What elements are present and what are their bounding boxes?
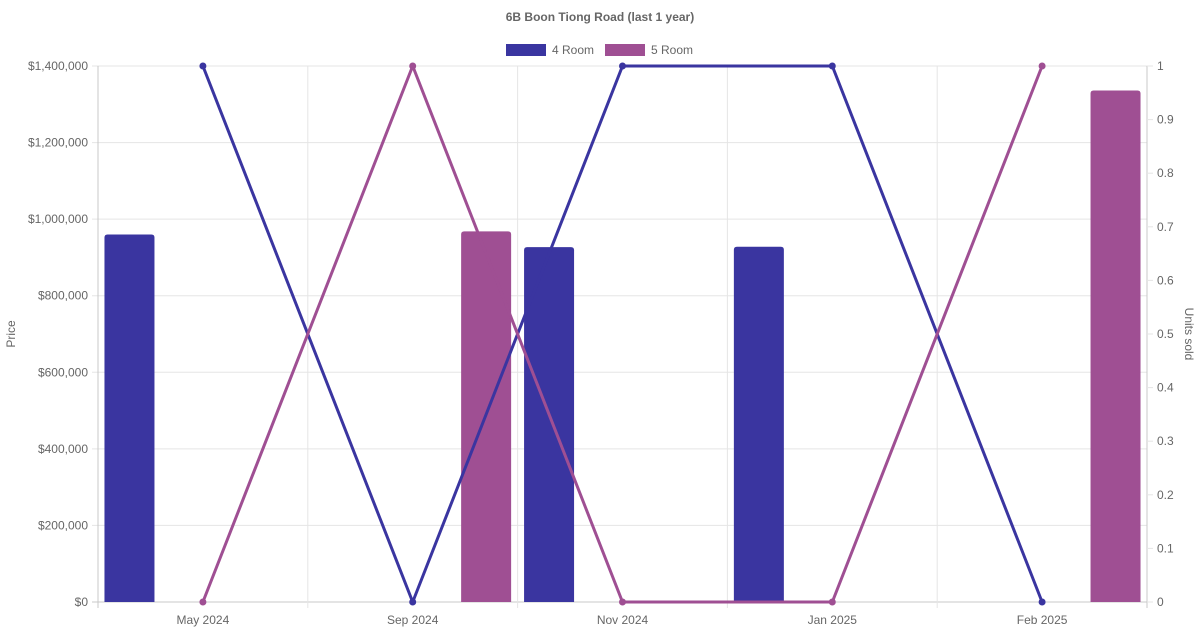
y-right-tick-label: 0.6 (1157, 273, 1174, 287)
chart-title: 6B Boon Tiong Road (last 1 year) (506, 10, 694, 24)
y-right-tick-label: 0.3 (1157, 434, 1174, 448)
y-right-tick-label: 0 (1157, 595, 1164, 609)
point-5-room-sep-2024[interactable] (409, 62, 417, 70)
point-4-room-nov-2024[interactable] (619, 62, 626, 70)
legend-label-5-room: 5 Room (651, 43, 693, 57)
point-5-room-feb-2025[interactable] (1038, 62, 1046, 70)
x-axis-ticks: May 2024 Sep 2024 Nov 2024 Jan 2025 Feb 2025 (177, 613, 1068, 627)
y-left-tick-label: $0 (75, 595, 89, 609)
lines (199, 62, 1046, 606)
y-right-tick-label: 0.8 (1157, 166, 1174, 180)
bar-4-room-nov-2024[interactable] (524, 247, 575, 602)
line-5-room-units-sold (201, 64, 1044, 604)
y-axis-right-ticks: 0 0.1 0.2 0.3 0.4 0.5 0.6 0.7 0.8 0.9 1 (1147, 59, 1174, 609)
y-axis-left-label: Price (4, 320, 18, 348)
y-right-tick-label: 0.9 (1157, 113, 1174, 127)
point-5-room-may-2024[interactable] (199, 598, 207, 606)
point-4-room-feb-2025[interactable] (1038, 598, 1046, 606)
point-5-room-nov-2024[interactable] (619, 598, 626, 606)
point-4-room-jan-2025[interactable] (828, 62, 836, 70)
legend-item-5-room[interactable]: 5 Room (605, 43, 693, 57)
x-tick-label: May 2024 (177, 613, 230, 627)
x-tick-label: Nov 2024 (597, 613, 649, 627)
y-right-tick-label: 0.1 (1157, 541, 1174, 555)
y-left-tick-label: $1,200,000 (28, 136, 88, 150)
y-right-tick-label: 0.4 (1157, 381, 1174, 395)
y-axis-right-label: Units sold (1182, 308, 1196, 361)
y-right-tick-label: 0.2 (1157, 488, 1174, 502)
point-4-room-may-2024[interactable] (199, 62, 207, 70)
line-4-room-units-sold (201, 64, 1044, 604)
gridlines (92, 65, 1148, 608)
y-right-tick-label: 1 (1157, 59, 1164, 73)
y-left-tick-label: $1,400,000 (28, 59, 88, 73)
y-right-tick-label: 0.5 (1157, 327, 1174, 341)
y-left-tick-label: $1,000,000 (28, 212, 88, 226)
legend: 4 Room 5 Room (506, 43, 693, 57)
x-tick-label: Sep 2024 (387, 613, 439, 627)
x-tick-label: Feb 2025 (1017, 613, 1068, 627)
y-left-tick-label: $400,000 (38, 442, 88, 456)
x-tick-label: Jan 2025 (808, 613, 858, 627)
bar-5-room-feb-2025[interactable] (1090, 90, 1141, 602)
point-5-room-jan-2025[interactable] (828, 598, 836, 606)
y-right-tick-label: 0.7 (1157, 220, 1174, 234)
y-axis-left-ticks: $0 $200,000 $400,000 $600,000 $800,000 $1,000… (28, 59, 88, 609)
bar-4-room-jan-2025[interactable] (733, 246, 784, 603)
legend-label-4-room: 4 Room (552, 43, 594, 57)
y-left-tick-label: $800,000 (38, 289, 88, 303)
y-left-tick-label: $600,000 (38, 365, 88, 379)
legend-swatch-5-room (605, 44, 645, 56)
legend-swatch-4-room (506, 44, 546, 56)
y-left-tick-label: $200,000 (38, 518, 88, 532)
bar-4-room-may-2024[interactable] (104, 234, 155, 602)
point-4-room-sep-2024[interactable] (409, 598, 417, 606)
legend-item-4-room[interactable]: 4 Room (506, 43, 594, 57)
